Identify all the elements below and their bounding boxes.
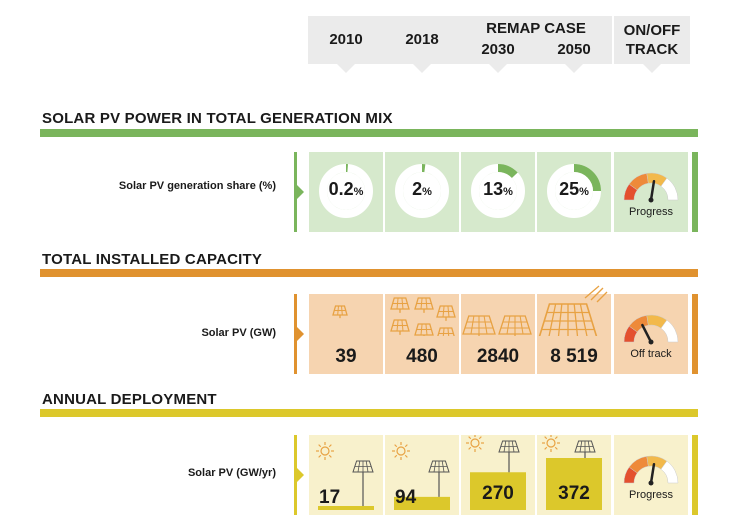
deploy-value-2050: 372 <box>558 483 590 504</box>
row-label-share: Solar PV generation share (%) <box>118 180 276 192</box>
solar-panel-icon <box>462 315 532 336</box>
deploy-cell-2018: 94 <box>385 435 459 515</box>
deploy-cell-2010: 17 <box>309 435 383 515</box>
section-divider-deploy <box>40 409 698 417</box>
deploy-cell-2030: 270 <box>461 435 535 515</box>
sun-solar-panel-icon <box>392 442 450 510</box>
share-cell-2030: 13% <box>461 152 535 232</box>
row-end-share <box>692 152 698 232</box>
deploy-value-2010: 17 <box>319 487 341 508</box>
sun-solar-panel-icon <box>542 435 602 510</box>
donut-chart-icon <box>319 164 373 218</box>
donut-chart-icon <box>471 164 525 218</box>
solar-panel-icon <box>332 305 348 319</box>
share-cell-2050: 25% <box>537 152 611 232</box>
row-end-deploy <box>692 435 698 515</box>
header-2030: 2030 <box>481 41 515 58</box>
share-cell-2010: 0.2% <box>309 152 383 232</box>
share-value-2050: 25% <box>559 179 589 199</box>
sun-solar-panel-icon <box>316 442 374 510</box>
row-label-deploy: Solar PV (GW/yr) <box>187 467 276 479</box>
header-track: ON/OFF TRACK <box>614 16 690 73</box>
share-status-cell: Progress <box>614 152 688 232</box>
capacity-value-2010: 39 <box>335 346 357 367</box>
row-end-capacity <box>692 294 698 374</box>
deploy-status-cell: Progress <box>614 435 688 515</box>
capacity-status-cell: Off track <box>614 294 688 374</box>
capacity-cell-2030: 2840 <box>461 294 535 374</box>
gauge-icon <box>623 314 679 345</box>
remap-case-label: REMAP CASE <box>486 20 586 37</box>
share-status-label: Progress <box>628 206 674 218</box>
section-title-capacity: TOTAL INSTALLED CAPACITY <box>42 251 263 268</box>
capacity-cell-2050: 8 519 <box>537 285 611 374</box>
deploy-cell-2050: 372 <box>537 435 611 515</box>
section-title-share: SOLAR PV POWER IN TOTAL GENERATION MIX <box>42 110 393 127</box>
deploy-value-2018: 94 <box>395 487 417 508</box>
section-divider-share <box>40 129 698 137</box>
capacity-value-2050: 8 519 <box>550 346 598 367</box>
share-cell-2018: 2% <box>385 152 459 232</box>
section-divider-capacity <box>40 269 698 277</box>
donut-chart-icon <box>395 164 449 218</box>
sun-solar-panel-icon <box>466 435 526 510</box>
capacity-cell-2010: 39 <box>309 294 383 374</box>
header-2018: 2018 <box>384 16 460 73</box>
share-value-2018: 2% <box>412 179 432 199</box>
share-value-2010: 0.2% <box>328 179 364 199</box>
capacity-value-2018: 480 <box>406 346 438 367</box>
solar-panel-icon <box>390 297 456 336</box>
header-remap-case: REMAP CASE 2030 2050 <box>460 16 612 73</box>
deploy-status-label: Progress <box>628 489 674 501</box>
header-2050: 2050 <box>557 41 591 58</box>
capacity-status-label: Off track <box>630 348 672 360</box>
row-label-capacity: Solar PV (GW) <box>201 327 276 339</box>
header-2010: 2010 <box>308 16 384 73</box>
gauge-icon <box>623 455 679 486</box>
row-marker-capacity <box>294 294 304 374</box>
section-title-deploy: ANNUAL DEPLOYMENT <box>42 391 217 408</box>
row-marker-share <box>294 152 304 232</box>
gauge-icon <box>623 172 679 203</box>
capacity-cell-2018: 480 <box>385 294 459 374</box>
share-value-2030: 13% <box>483 179 513 199</box>
row-marker-deploy <box>294 435 304 515</box>
capacity-value-2030: 2840 <box>476 346 520 367</box>
solar-panel-icon <box>538 285 608 336</box>
donut-chart-icon <box>547 164 601 218</box>
deploy-value-2030: 270 <box>482 483 514 504</box>
